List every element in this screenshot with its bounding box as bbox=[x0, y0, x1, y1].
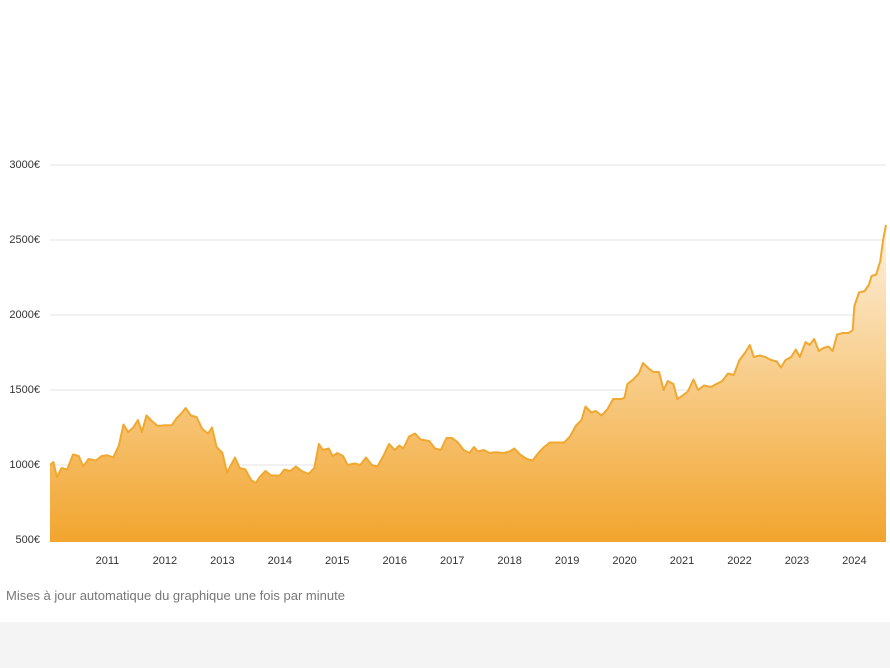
x-tick-label: 2022 bbox=[727, 555, 751, 567]
x-tick-label: 2014 bbox=[268, 555, 292, 567]
x-tick-label: 2013 bbox=[210, 555, 234, 567]
y-tick-label: 3000€ bbox=[9, 159, 40, 171]
x-tick-label: 2017 bbox=[440, 555, 464, 567]
x-tick-label: 2018 bbox=[497, 555, 521, 567]
x-tick-label: 2012 bbox=[153, 555, 177, 567]
area bbox=[50, 225, 886, 542]
footer-note: Mises à jour automatique du graphique un… bbox=[6, 588, 345, 603]
y-tick-label: 2000€ bbox=[9, 309, 40, 321]
y-tick-label: 1500€ bbox=[9, 384, 40, 396]
x-tick-label: 2015 bbox=[325, 555, 349, 567]
x-tick-label: 2020 bbox=[612, 555, 636, 567]
footer-band bbox=[0, 622, 890, 668]
x-tick-label: 2024 bbox=[842, 555, 866, 567]
y-tick-label: 1000€ bbox=[9, 459, 40, 471]
y-tick-label: 500€ bbox=[16, 534, 40, 546]
x-tick-label: 2016 bbox=[383, 555, 407, 567]
x-tick-label: 2011 bbox=[96, 555, 120, 567]
line bbox=[49, 224, 887, 484]
y-tick-label: 2500€ bbox=[9, 234, 40, 246]
x-tick-label: 2023 bbox=[785, 555, 809, 567]
x-tick-label: 2019 bbox=[555, 555, 579, 567]
x-tick-label: 2021 bbox=[670, 555, 694, 567]
chart: 500€ 1000€ 1500€ 2000€ 2500€ 3000€ 2011 2012 201… bbox=[9, 159, 887, 567]
